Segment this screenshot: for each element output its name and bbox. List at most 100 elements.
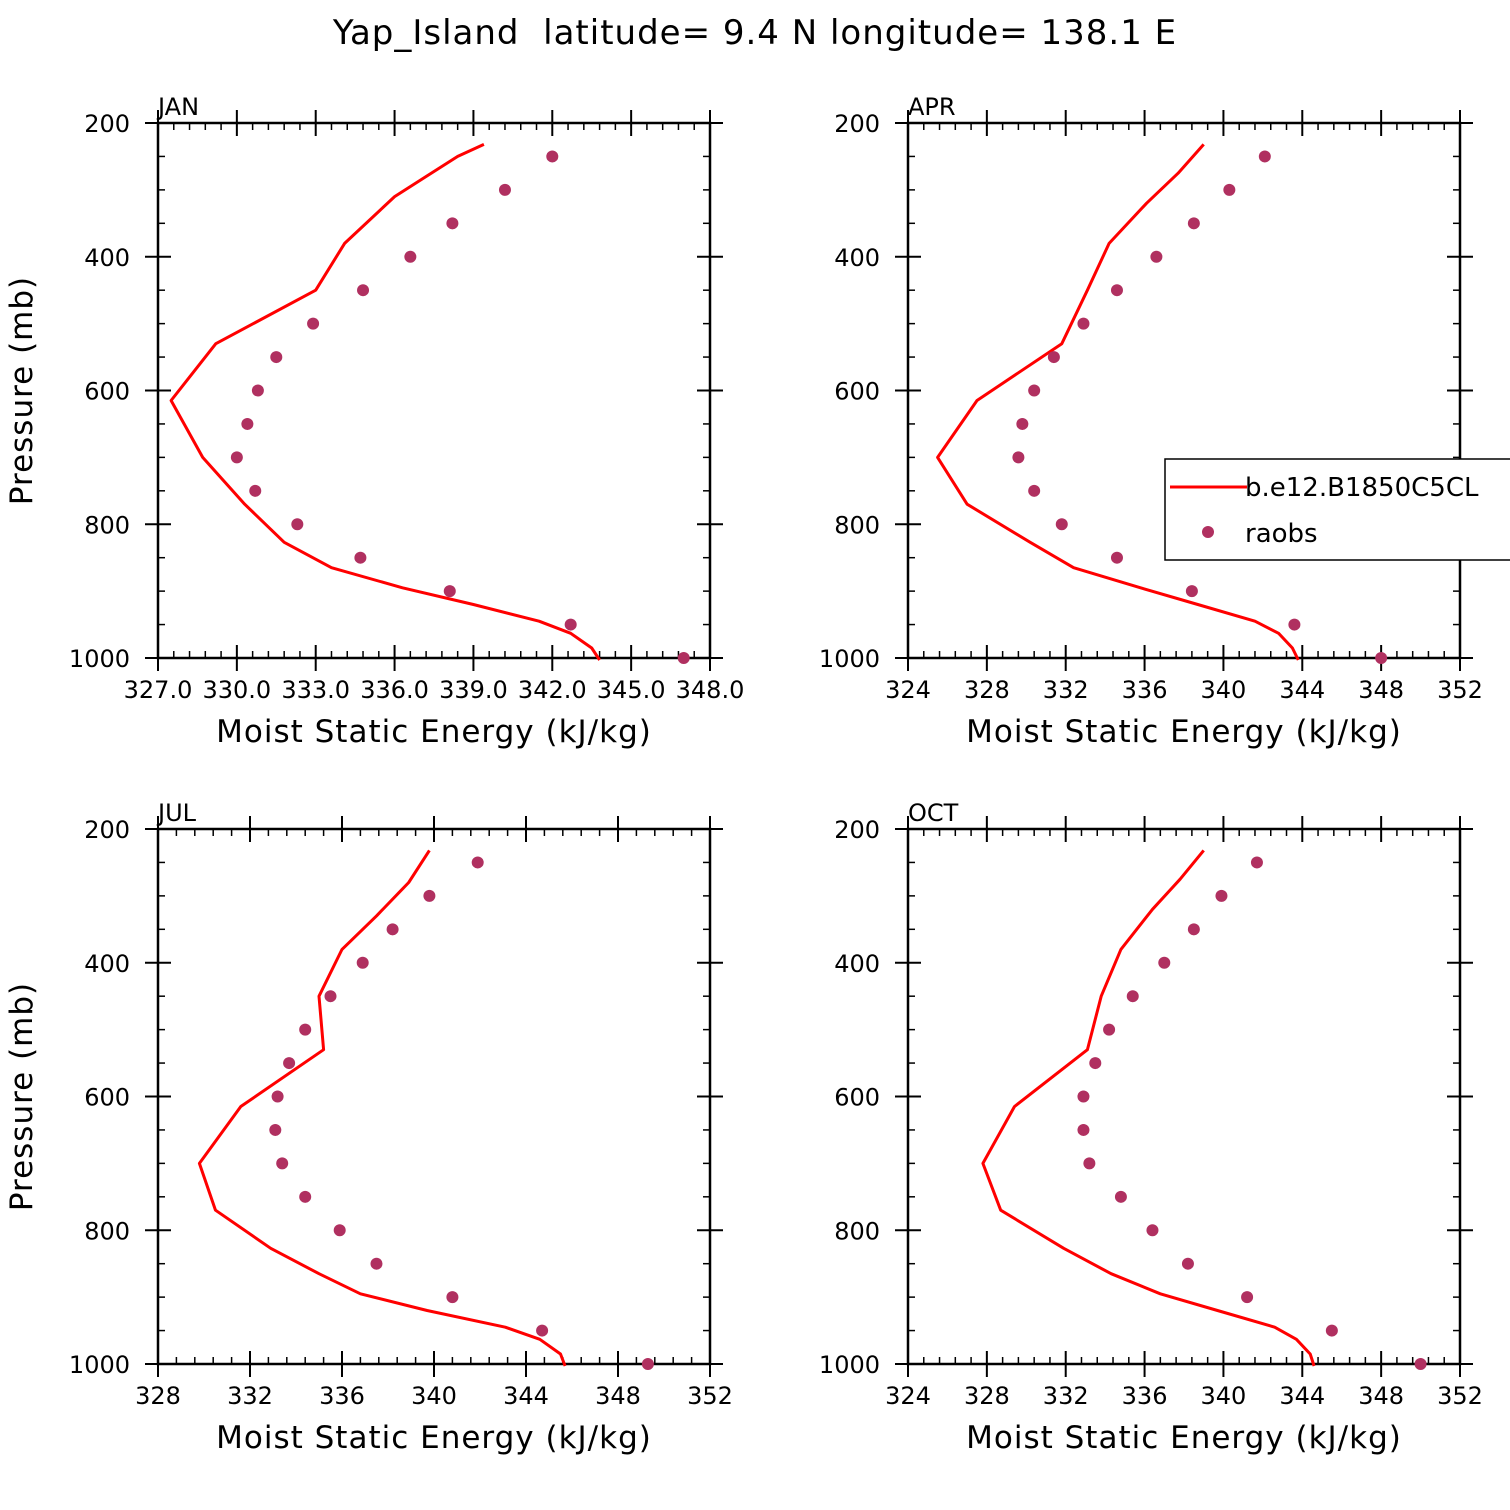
raobs-point [1089, 1057, 1102, 1070]
series-line-model [936, 143, 1300, 661]
x-tick-label: 348 [1358, 676, 1404, 704]
y-tick-label: 1000 [69, 1351, 130, 1379]
raobs-point [299, 1023, 312, 1036]
x-tick-label: 348.0 [676, 676, 745, 704]
raobs-point [1150, 250, 1163, 263]
y-tick-label: 1000 [819, 645, 880, 673]
raobs-point [1055, 518, 1068, 531]
x-tick-label: 328 [135, 1382, 181, 1410]
raobs-point [324, 990, 337, 1003]
raobs-point [270, 351, 283, 364]
raobs-point [356, 956, 369, 969]
raobs-point [1187, 923, 1200, 936]
panels: JAN 327.0 330.0 333.0 336.0 339.0 342.0 345.0 34… [4, 93, 1483, 1456]
raobs-point [299, 1190, 312, 1203]
x-tick-label: 328 [964, 676, 1010, 704]
panel-label: JAN [156, 93, 199, 121]
raobs-point [1110, 551, 1123, 564]
raobs-point [641, 1358, 654, 1370]
raobs-point [471, 856, 484, 869]
panel-label: JUL [156, 799, 197, 827]
legend: b.e12.B1850C5CL raobs [1164, 458, 1510, 561]
y-tick-label: 1000 [69, 645, 130, 673]
x-axis-label: Moist Static Energy (kJ/kg) [216, 714, 652, 750]
raobs-point [446, 1291, 459, 1304]
raobs-point [536, 1324, 549, 1337]
x-tick-label: 348 [595, 1382, 641, 1410]
raobs-point [283, 1057, 296, 1070]
y-tick-label: 800 [834, 1217, 880, 1245]
y-tick-label: 800 [84, 1217, 130, 1245]
figure-title: Yap_Island latitude= 9.4 N longitude= 13… [332, 13, 1177, 53]
raobs-point [1187, 217, 1200, 230]
raobs-point [1241, 1291, 1254, 1304]
series-line-model [169, 143, 601, 661]
x-tick-label: 336 [1122, 676, 1168, 704]
raobs-point [1250, 856, 1263, 869]
x-tick-label: 332 [1043, 1382, 1089, 1410]
raobs-point [269, 1123, 282, 1136]
raobs-point [1126, 990, 1139, 1003]
x-tick-label: 327.0 [124, 676, 193, 704]
raobs-point [564, 618, 577, 631]
raobs-point [1012, 451, 1025, 464]
x-tick-label: 342.0 [518, 676, 587, 704]
y-tick-label: 600 [84, 378, 130, 406]
raobs-point [1077, 1090, 1090, 1103]
raobs-point [677, 652, 690, 664]
raobs-point [1146, 1224, 1159, 1237]
panel-label: APR [908, 93, 956, 121]
chart-panel-oct: OCT 324 328 332 336 340 344 348 352 200 400 600 800 1… [819, 799, 1483, 1456]
raobs-point [1375, 652, 1388, 664]
x-tick-label: 336.0 [360, 676, 429, 704]
x-tick-label: 340 [411, 1382, 457, 1410]
x-axis-label: Moist Static Energy (kJ/kg) [966, 714, 1402, 750]
x-tick-label: 340 [1201, 676, 1247, 704]
raobs-point [1223, 183, 1236, 196]
y-tick-label: 800 [84, 511, 130, 539]
raobs-point [1181, 1257, 1194, 1270]
y-tick-label: 200 [84, 110, 130, 138]
raobs-point [1077, 317, 1090, 330]
x-tick-label: 344 [1279, 1382, 1325, 1410]
chart-panel-jul: JUL 328 332 336 340 344 348 352 200 400 600 800 1000… [4, 799, 733, 1456]
panel-label: OCT [908, 799, 959, 827]
series-line-model [981, 849, 1316, 1367]
x-tick-label: 352 [1437, 676, 1483, 704]
raobs-point [423, 889, 436, 902]
x-tick-label: 332 [1043, 676, 1089, 704]
raobs-point [357, 284, 370, 297]
x-tick-label: 348 [1358, 1382, 1404, 1410]
x-tick-label: 336 [319, 1382, 365, 1410]
x-tick-label: 352 [1437, 1382, 1483, 1410]
raobs-point [404, 250, 417, 263]
raobs-point [249, 484, 262, 497]
raobs-point [1114, 1190, 1127, 1203]
raobs-point [1083, 1157, 1096, 1170]
x-tick-label: 336 [1122, 1382, 1168, 1410]
raobs-point [546, 150, 559, 163]
raobs-point [1110, 284, 1123, 297]
x-tick-label: 340 [1201, 1382, 1247, 1410]
raobs-point [1185, 585, 1198, 598]
raobs-point [498, 183, 511, 196]
x-tick-label: 344 [503, 1382, 549, 1410]
x-tick-label: 344 [1279, 676, 1325, 704]
raobs-point [1016, 417, 1029, 430]
raobs-point [1158, 956, 1171, 969]
y-axis-label: Pressure (mb) [4, 982, 40, 1211]
raobs-point [1077, 1123, 1090, 1136]
x-tick-label: 324 [885, 676, 931, 704]
x-tick-label: 332 [227, 1382, 273, 1410]
legend-dot-swatch [1202, 526, 1214, 538]
y-axis-label: Pressure (mb) [4, 276, 40, 505]
raobs-point [291, 518, 304, 531]
raobs-point [251, 384, 264, 397]
legend-label-obs: raobs [1245, 519, 1318, 549]
plot-frame [156, 121, 712, 660]
chart-panel-jan: JAN 327.0 330.0 333.0 336.0 339.0 342.0 345.0 34… [4, 93, 744, 750]
x-tick-label: 324 [885, 1382, 931, 1410]
raobs-point [1288, 618, 1301, 631]
raobs-point [370, 1257, 383, 1270]
